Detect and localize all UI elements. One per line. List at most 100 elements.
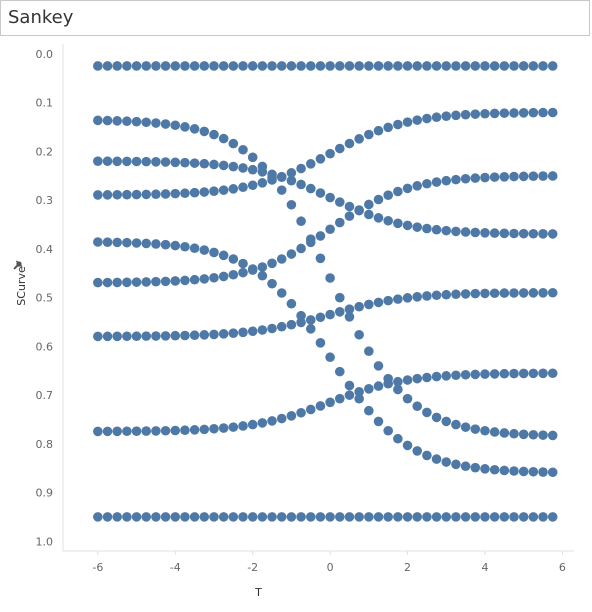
data-point[interactable] [441, 61, 452, 71]
data-point[interactable] [451, 289, 461, 300]
data-point[interactable] [460, 369, 471, 380]
data-point[interactable] [499, 108, 510, 118]
data-point[interactable] [276, 185, 287, 195]
data-point[interactable] [402, 512, 413, 522]
data-point[interactable] [412, 292, 423, 302]
data-point[interactable] [151, 276, 161, 287]
data-point[interactable] [305, 237, 316, 248]
data-point[interactable] [354, 387, 364, 397]
data-point[interactable] [325, 61, 335, 71]
data-point[interactable] [296, 216, 306, 227]
data-point[interactable] [383, 378, 393, 389]
data-point[interactable] [470, 288, 481, 299]
data-point[interactable] [199, 158, 210, 169]
data-point[interactable] [334, 366, 345, 377]
data-point[interactable] [180, 275, 190, 286]
data-point[interactable] [315, 231, 326, 241]
data-point[interactable] [528, 512, 539, 522]
data-point[interactable] [422, 291, 432, 301]
data-point[interactable] [393, 218, 403, 229]
data-point[interactable] [305, 324, 316, 334]
data-point[interactable] [238, 182, 248, 193]
data-point[interactable] [470, 109, 481, 119]
data-point[interactable] [509, 428, 519, 439]
data-point[interactable] [93, 237, 103, 247]
data-point[interactable] [547, 229, 558, 239]
data-point[interactable] [122, 116, 132, 127]
data-point[interactable] [489, 464, 500, 475]
data-point[interactable] [209, 512, 219, 522]
data-point[interactable] [422, 450, 432, 461]
data-point[interactable] [393, 119, 403, 130]
data-point[interactable] [93, 156, 103, 166]
data-point[interactable] [315, 401, 326, 411]
data-point[interactable] [131, 426, 142, 436]
data-point[interactable] [305, 183, 316, 194]
data-point[interactable] [286, 61, 297, 71]
data-point[interactable] [354, 134, 364, 144]
data-point[interactable] [412, 181, 423, 191]
data-point[interactable] [528, 61, 539, 71]
data-point[interactable] [141, 156, 152, 167]
data-point[interactable] [528, 466, 539, 477]
data-point[interactable] [296, 163, 306, 174]
data-point[interactable] [141, 277, 152, 287]
data-point[interactable] [93, 512, 103, 522]
data-point[interactable] [257, 418, 268, 428]
data-point[interactable] [499, 61, 510, 71]
data-point[interactable] [267, 323, 277, 334]
data-point[interactable] [354, 393, 364, 404]
data-point[interactable] [460, 61, 471, 71]
data-point[interactable] [373, 125, 384, 136]
data-point[interactable] [160, 119, 171, 129]
data-point[interactable] [451, 226, 461, 237]
data-point[interactable] [383, 425, 393, 436]
data-point[interactable] [141, 189, 152, 200]
data-point[interactable] [325, 352, 335, 363]
data-point[interactable] [102, 190, 113, 200]
data-point[interactable] [538, 61, 548, 71]
data-point[interactable] [189, 61, 200, 71]
data-point[interactable] [122, 277, 132, 288]
data-point[interactable] [315, 188, 326, 198]
data-point[interactable] [141, 238, 152, 249]
data-point[interactable] [102, 156, 113, 167]
data-point[interactable] [305, 315, 316, 325]
data-point[interactable] [451, 370, 461, 381]
data-point[interactable] [460, 227, 471, 237]
data-point[interactable] [538, 107, 548, 118]
data-point[interactable] [547, 107, 558, 118]
data-point[interactable] [296, 317, 306, 328]
data-point[interactable] [489, 228, 500, 238]
data-point[interactable] [480, 108, 490, 119]
data-point[interactable] [499, 465, 510, 476]
data-point[interactable] [238, 327, 248, 338]
data-point[interactable] [354, 301, 364, 312]
data-point[interactable] [547, 430, 558, 441]
data-point[interactable] [286, 298, 297, 309]
data-point[interactable] [509, 512, 519, 522]
data-point[interactable] [160, 61, 171, 71]
data-point[interactable] [402, 440, 413, 451]
data-point[interactable] [538, 430, 548, 440]
data-point[interactable] [93, 61, 103, 71]
data-point[interactable] [364, 512, 374, 522]
data-point[interactable] [470, 369, 481, 380]
data-point[interactable] [267, 278, 277, 289]
data-point[interactable] [344, 138, 355, 149]
data-point[interactable] [276, 321, 287, 332]
data-point[interactable] [422, 178, 432, 189]
data-point[interactable] [131, 61, 142, 71]
data-point[interactable] [509, 108, 519, 118]
data-point[interactable] [238, 258, 248, 269]
data-point[interactable] [160, 512, 171, 522]
data-point[interactable] [189, 512, 200, 522]
data-point[interactable] [257, 325, 268, 335]
data-point[interactable] [180, 122, 190, 132]
data-point[interactable] [509, 61, 519, 71]
data-point[interactable] [160, 239, 171, 250]
data-point[interactable] [93, 277, 103, 288]
data-point[interactable] [489, 61, 500, 71]
data-point[interactable] [218, 160, 229, 171]
data-point[interactable] [247, 164, 258, 175]
